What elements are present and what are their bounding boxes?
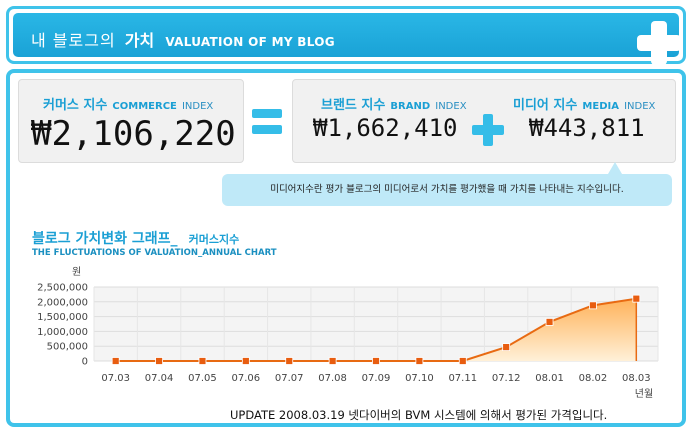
media-label-ko: 미디어 지수 bbox=[513, 98, 578, 113]
title-ko: 내 블로그의 bbox=[31, 31, 116, 50]
media-index-tooltip: 미디어지수란 평가 블로그의 미디어로서 가치를 평가했을 때 가치를 나타내는… bbox=[222, 174, 672, 206]
equals-icon-bottom bbox=[252, 125, 282, 134]
tooltip-arrow bbox=[608, 162, 622, 174]
graph-title-ko: 블로그 가치변화 그래프_ bbox=[32, 231, 178, 247]
title-ko-bold: 가치 bbox=[124, 31, 155, 50]
header-bar: 내 블로그의 가치 VALUATION OF MY BLOG bbox=[13, 13, 679, 57]
data-point bbox=[198, 357, 207, 365]
y-axis-label: 원 bbox=[72, 266, 81, 278]
media-index-label: 미디어 지수 MEDIA INDEX bbox=[513, 94, 655, 113]
data-point bbox=[632, 294, 641, 303]
valuation-chart: 0 500,000 1,000,000 1,500,000 2,000,000 2,500… bbox=[37, 266, 659, 400]
plus-icon[interactable] bbox=[637, 21, 681, 65]
data-point bbox=[328, 357, 337, 365]
x-axis-label: 년월 bbox=[635, 388, 653, 400]
x-tick-label: 07.06 bbox=[232, 373, 261, 384]
y-tick-label: 1,500,000 bbox=[37, 312, 88, 323]
graph-title-suffix: 커머스지수 bbox=[188, 233, 240, 246]
header-banner: 내 블로그의 가치 VALUATION OF MY BLOG bbox=[6, 6, 686, 65]
x-tick-label: 07.07 bbox=[275, 373, 304, 384]
x-tick-label: 07.10 bbox=[405, 373, 434, 384]
media-index-value: ₩443,811 bbox=[529, 114, 645, 142]
data-point bbox=[285, 357, 294, 365]
graph-title: 블로그 가치변화 그래프_ 커머스지수 bbox=[32, 228, 239, 248]
data-point bbox=[502, 343, 511, 351]
x-tick-label: 07.04 bbox=[145, 373, 174, 384]
brand-index-label: 브랜드 지수 BRAND INDEX bbox=[321, 94, 467, 113]
media-label-en-bold: MEDIA bbox=[582, 101, 619, 112]
brand-label-ko: 브랜드 지수 bbox=[321, 98, 386, 113]
x-tick-label: 07.11 bbox=[448, 373, 477, 384]
commerce-index-value: ₩2,106,220 bbox=[31, 114, 236, 154]
y-tick-label: 1,000,000 bbox=[37, 327, 88, 338]
plus-icon bbox=[472, 114, 504, 146]
update-note: UPDATE 2008.03.19 넷다이버의 BVM 시스템에 의해서 평가된… bbox=[230, 408, 608, 422]
series-area bbox=[115, 298, 637, 361]
y-tick-label: 2,000,000 bbox=[37, 297, 88, 308]
data-point bbox=[111, 357, 120, 365]
y-tick-label: 0 bbox=[82, 357, 88, 368]
equals-icon-top bbox=[252, 109, 282, 118]
page-title: 내 블로그의 가치 VALUATION OF MY BLOG bbox=[31, 27, 335, 51]
x-tick-label: 07.09 bbox=[362, 373, 391, 384]
commerce-label-en-bold: COMMERCE bbox=[112, 101, 177, 112]
graph-subtitle: THE FLUCTUATIONS OF VALUATION_ANNUAL CHA… bbox=[32, 248, 277, 258]
commerce-label-ko: 커머스 지수 bbox=[43, 98, 108, 113]
title-en: VALUATION OF MY BLOG bbox=[165, 35, 335, 49]
data-point bbox=[458, 357, 467, 365]
brand-label-en-bold: BRAND bbox=[390, 101, 431, 112]
data-point bbox=[589, 301, 597, 310]
x-tick-label: 07.05 bbox=[188, 373, 217, 384]
commerce-index-box: 커머스 지수 COMMERCE INDEX ₩2,106,220 bbox=[18, 79, 244, 163]
y-tick-label: 500,000 bbox=[47, 342, 88, 353]
media-label-en: INDEX bbox=[624, 101, 656, 112]
x-tick-label: 07.12 bbox=[492, 373, 521, 384]
data-point bbox=[415, 357, 424, 365]
x-tick-label: 08.03 bbox=[622, 373, 651, 384]
data-point bbox=[241, 357, 250, 365]
y-tick-label: 2,500,000 bbox=[37, 283, 88, 294]
main-panel: 커머스 지수 COMMERCE INDEX ₩2,106,220 브랜드 지수 … bbox=[6, 69, 686, 427]
x-tick-label: 07.03 bbox=[101, 373, 130, 384]
x-tick-label: 08.02 bbox=[579, 373, 608, 384]
brand-label-en: INDEX bbox=[435, 101, 467, 112]
data-point bbox=[545, 318, 554, 326]
commerce-label-en: INDEX bbox=[181, 101, 214, 112]
data-point bbox=[155, 357, 163, 365]
commerce-index-label: 커머스 지수 COMMERCE INDEX bbox=[43, 94, 213, 113]
data-point bbox=[372, 357, 380, 365]
x-tick-label: 08.01 bbox=[535, 373, 564, 384]
brand-index-value: ₩1,662,410 bbox=[313, 114, 458, 142]
x-tick-label: 07.08 bbox=[318, 373, 347, 384]
